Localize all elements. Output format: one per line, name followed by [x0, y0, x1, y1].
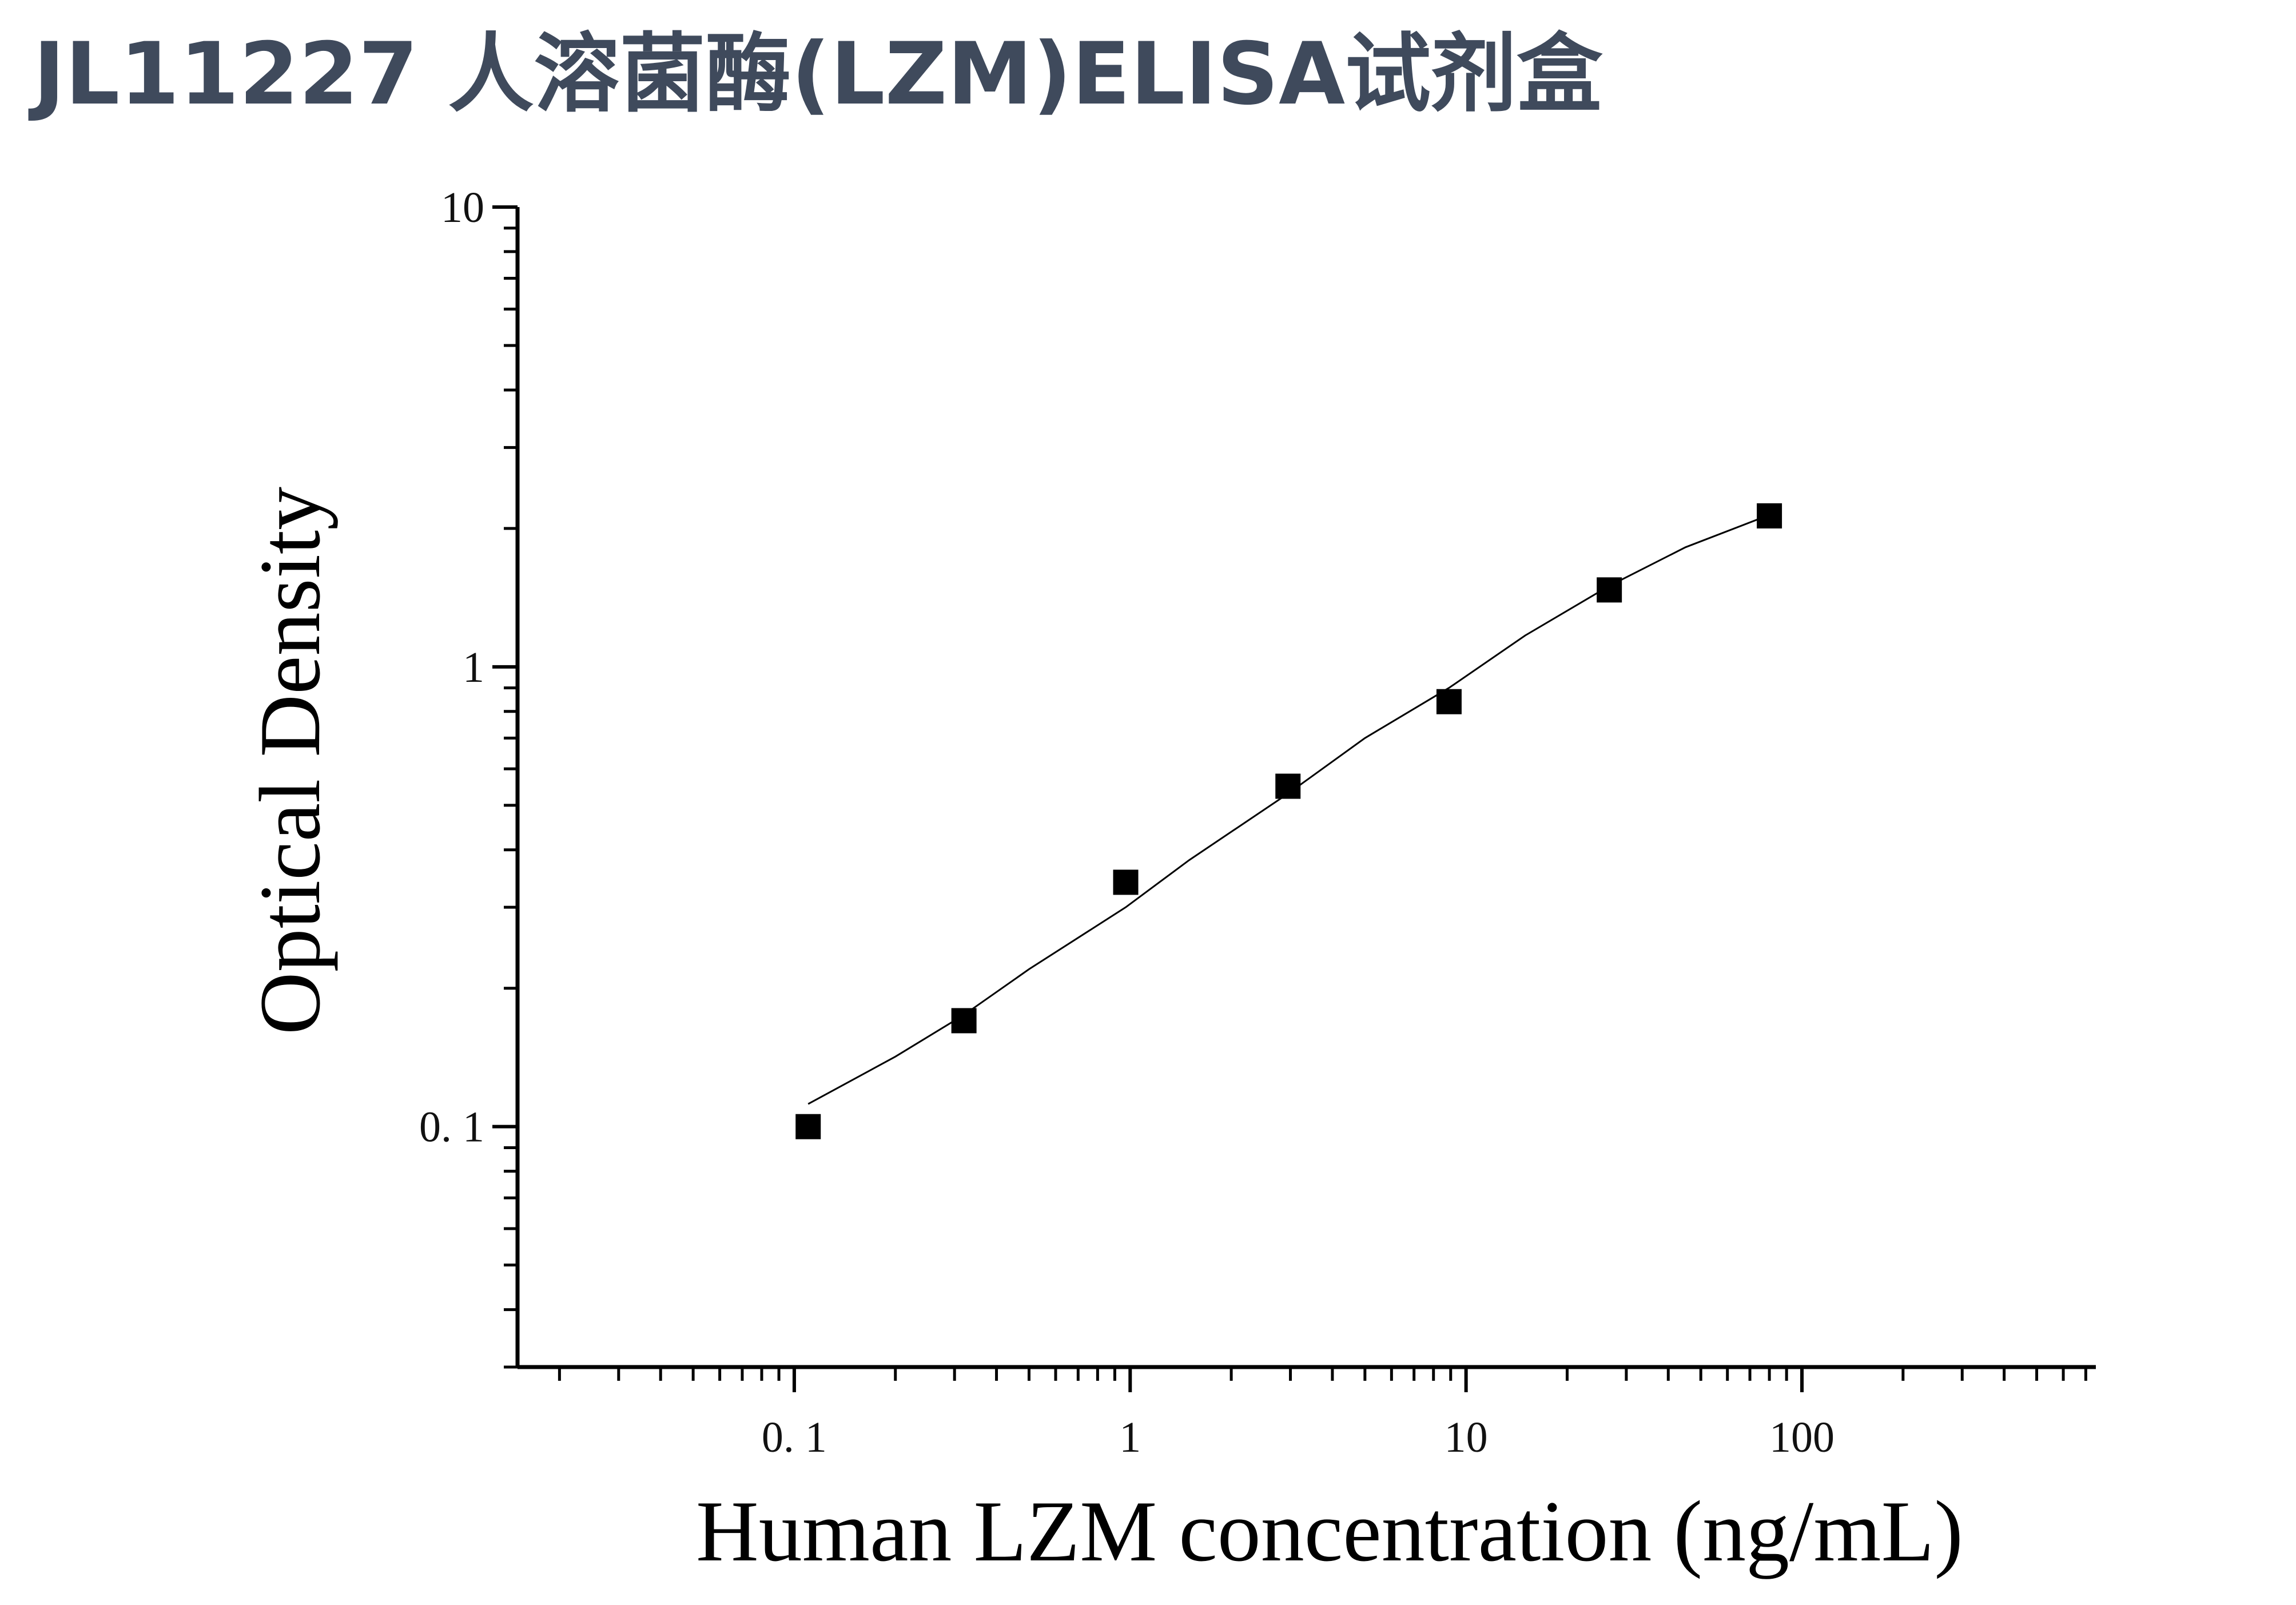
y-tick-labels: 0. 1 1 10	[419, 184, 484, 1151]
x-tick-label: 100	[1769, 1413, 1835, 1461]
x-axis-title: Human LZM concentration (ng/mL)	[696, 1483, 1963, 1579]
data-point	[1757, 503, 1782, 529]
page-title: JL11227 人溶菌酶(LZM)ELISA试剂盒	[33, 25, 1603, 124]
data-point	[1597, 577, 1622, 603]
x-tick-label: 10	[1445, 1413, 1488, 1461]
x-tick-label: 1	[1119, 1413, 1141, 1461]
data-point	[795, 1114, 821, 1139]
x-major-ticks	[792, 1367, 1804, 1392]
y-tick-label: 1	[463, 643, 484, 692]
x-minor-ticks	[558, 1367, 2087, 1381]
y-major-ticks	[492, 205, 518, 1129]
data-points	[795, 503, 1782, 1139]
data-point	[951, 1008, 977, 1034]
y-tick-label: 10	[441, 184, 484, 232]
y-tick-label: 0. 1	[419, 1103, 484, 1151]
y-axis-title: Optical Density	[242, 487, 338, 1035]
x-tick-labels: 0. 1 1 10 100	[762, 1413, 1835, 1461]
data-point	[1436, 689, 1462, 714]
data-point	[1275, 773, 1301, 799]
x-tick-label: 0. 1	[762, 1413, 827, 1461]
y-minor-ticks	[504, 227, 518, 1369]
data-point	[1113, 869, 1139, 895]
